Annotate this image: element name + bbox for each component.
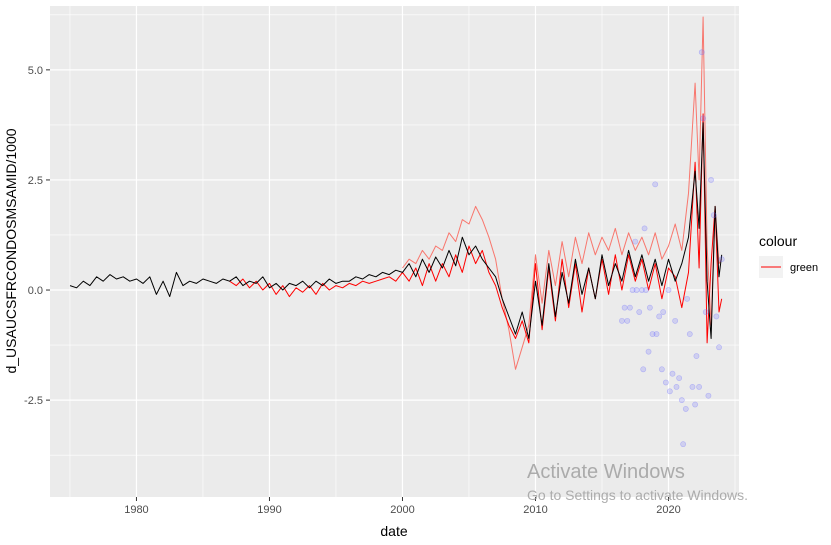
scatter-point: [700, 115, 706, 122]
scatter-point: [653, 331, 660, 337]
scatter-point: [666, 388, 673, 395]
y-axis-title: d_USAUCSFRCONDOSMSAMID/1000: [3, 128, 19, 373]
scatter-point: [656, 313, 663, 320]
scatter-point: [673, 384, 680, 390]
x-tick-label: 2020: [656, 504, 680, 516]
activate-windows-title: Activate Windows: [527, 461, 685, 483]
scatter-point: [669, 370, 676, 377]
scatter-point: [627, 304, 633, 311]
x-tick-label: 1990: [257, 504, 281, 516]
scatter-point: [705, 392, 712, 399]
scatter-point: [619, 317, 625, 324]
scatter-point: [645, 348, 652, 355]
scatter-point: [629, 287, 636, 293]
scatter-point: [713, 313, 720, 320]
scatter-point: [693, 353, 700, 359]
scatter-point: [692, 401, 699, 408]
scatter-point: [716, 344, 722, 351]
x-tick-label: 1980: [124, 504, 148, 516]
scatter-point: [624, 317, 631, 324]
scatter-point: [641, 225, 648, 232]
scatter-point: [702, 309, 709, 315]
x-tick-label: 2010: [523, 504, 547, 516]
scatter-point: [680, 441, 687, 448]
plot-panel: [50, 6, 739, 497]
points-layer: [619, 49, 725, 448]
scatter-point: [632, 238, 639, 245]
activate-windows-subtitle[interactable]: Go to Settings to activate Windows.: [527, 487, 748, 503]
scatter-point: [642, 287, 649, 293]
series-layer: [69, 16, 723, 370]
scatter-point: [684, 295, 691, 302]
scatter-point: [718, 256, 725, 263]
scatter-point: [696, 384, 702, 390]
x-axis-title: date: [380, 523, 407, 539]
scatter-point: [652, 181, 659, 188]
scatter-point: [672, 317, 679, 324]
scatter-point: [649, 331, 656, 337]
scatter-point: [646, 304, 653, 311]
y-axis-ticks: -2.5 0.0 2.5 5.0: [24, 65, 50, 407]
legend: colour green: [759, 233, 818, 278]
scatter-point: [686, 331, 693, 337]
scatter-point: [640, 366, 647, 373]
x-tick-label: 2000: [390, 504, 414, 516]
scatter-point: [698, 49, 705, 56]
legend-title: colour: [759, 233, 797, 249]
grid-major: [50, 6, 739, 497]
x-axis-ticks: 1980 1990 2000 2010 2020: [124, 497, 681, 516]
y-tick-label: 0.0: [28, 285, 43, 297]
grid-minor: [50, 6, 739, 497]
y-tick-label: 2.5: [28, 175, 43, 187]
scatter-point: [682, 406, 689, 412]
scatter-point: [621, 304, 628, 311]
scatter-point: [710, 212, 717, 219]
scatter-point: [689, 384, 696, 390]
legend-entry-green: green: [790, 262, 818, 274]
scatter-point: [708, 177, 714, 183]
scatter-point: [665, 287, 672, 293]
scatter-point: [658, 366, 665, 373]
scatter-point: [639, 287, 645, 293]
y-tick-label: 5.0: [28, 65, 43, 77]
scatter-point: [636, 309, 643, 315]
scatter-point: [662, 379, 669, 386]
scatter-point: [633, 287, 640, 293]
y-tick-label: -2.5: [24, 395, 43, 407]
scatter-point: [676, 375, 683, 382]
series-line-2: [402, 16, 723, 370]
scatter-point: [678, 397, 685, 404]
series-line-1: [229, 113, 723, 344]
scatter-point: [660, 309, 667, 315]
series-line-0: [69, 122, 723, 339]
